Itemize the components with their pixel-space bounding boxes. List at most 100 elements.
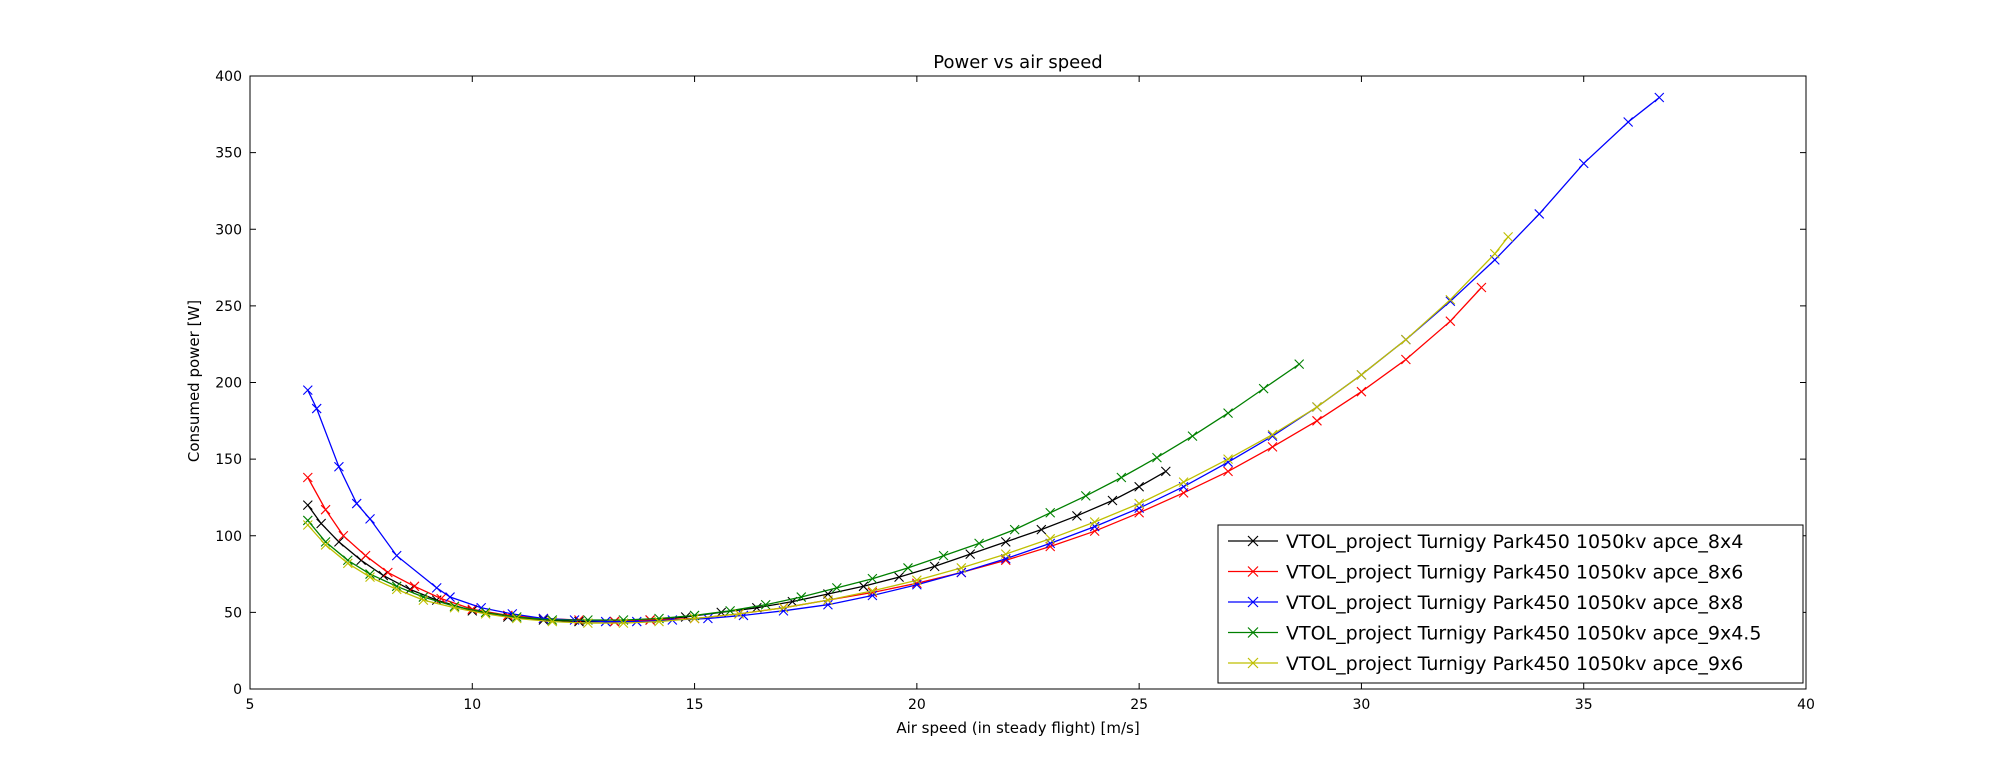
data-point [1045, 541, 1056, 552]
data-point [320, 536, 331, 547]
data-point [409, 581, 420, 592]
data-point [334, 536, 344, 547]
data-point [1160, 466, 1171, 477]
data-point [338, 530, 349, 541]
data-point [1312, 402, 1322, 412]
data-point [1080, 491, 1091, 501]
data-point [1503, 232, 1514, 242]
data-point [1000, 536, 1011, 547]
data-point [582, 618, 593, 628]
data-point [449, 601, 460, 612]
data-point [1036, 524, 1047, 535]
data-point [1045, 507, 1056, 518]
plot-area [302, 92, 1665, 628]
data-point [1356, 369, 1367, 380]
data-point [867, 587, 878, 598]
legend-box [1217, 524, 1804, 684]
data-point [1178, 477, 1189, 488]
data-point [778, 602, 789, 613]
data-point [1578, 158, 1589, 169]
y-tick-label: 300 [215, 222, 242, 238]
data-point [320, 540, 331, 550]
data-point [1401, 334, 1411, 345]
data-point [654, 616, 664, 627]
chart-title: Power vs air speed [933, 52, 1102, 73]
x-tick-label: 5 [246, 697, 255, 713]
data-point [903, 563, 913, 573]
y-tick-label: 400 [215, 69, 242, 85]
data-point [867, 573, 878, 584]
legend-marker [1247, 535, 1259, 547]
y-tick-label: 150 [215, 452, 242, 468]
data-point [302, 515, 313, 526]
data-point [689, 613, 700, 624]
legend-label: VTOL_project Turnigy Park450 1050kv apce… [1286, 653, 1743, 675]
data-point [302, 385, 313, 396]
data-point [1489, 248, 1500, 259]
legend-marker [1247, 627, 1259, 638]
data-point [1134, 498, 1145, 509]
data-point [1476, 282, 1487, 293]
data-point [956, 567, 967, 578]
data-point [391, 550, 402, 561]
data-point [1445, 294, 1456, 305]
data-point [320, 504, 331, 515]
x-tick-label: 25 [1130, 697, 1148, 713]
data-point [365, 572, 375, 583]
data-point [1312, 415, 1322, 426]
data-point [600, 616, 611, 627]
data-point [1267, 429, 1278, 440]
data-point [734, 609, 744, 619]
data-point [823, 595, 833, 606]
data-point [760, 599, 771, 610]
data-point [938, 550, 949, 561]
data-point [911, 578, 922, 589]
x-tick-label: 15 [686, 697, 704, 713]
data-point [431, 582, 442, 593]
y-axis-label: Consumed power [W] [185, 300, 203, 462]
data-point [311, 403, 322, 414]
data-point [1009, 524, 1020, 535]
data-point [974, 538, 984, 549]
data-point [1072, 510, 1082, 521]
data-point [1654, 92, 1665, 103]
data-point [511, 613, 522, 624]
series-4 [302, 359, 1305, 625]
data-point [511, 612, 522, 622]
data-point [1445, 296, 1456, 307]
y-tick-label: 50 [224, 605, 242, 621]
data-point [1116, 472, 1127, 483]
data-point [365, 569, 375, 579]
data-point [858, 581, 869, 592]
data-point [867, 590, 878, 601]
x-tick-label: 35 [1575, 697, 1593, 713]
data-point [831, 582, 842, 593]
y-tick-label: 350 [215, 146, 242, 162]
data-point [1152, 452, 1162, 463]
data-point [1223, 466, 1233, 477]
data-point [1258, 383, 1269, 394]
data-point [302, 472, 313, 483]
data-point [631, 616, 642, 627]
data-point [1223, 457, 1233, 468]
data-point [1223, 408, 1233, 419]
data-point [382, 567, 393, 578]
data-point [894, 572, 904, 583]
data-point [445, 592, 455, 602]
data-point [911, 575, 922, 586]
data-point [1000, 553, 1011, 564]
legend-entry: VTOL_project Turnigy Park450 1050kv apce… [1228, 562, 1743, 584]
data-point [342, 555, 353, 566]
legend-marker [1247, 566, 1259, 577]
x-tick-label: 20 [908, 697, 926, 713]
data-point [391, 581, 402, 592]
data-point [867, 586, 878, 596]
legend: VTOL_project Turnigy Park450 1050kv apce… [1217, 524, 1804, 684]
data-point [1401, 354, 1411, 365]
data-point [1294, 359, 1305, 369]
data-point [360, 550, 371, 561]
data-point [1623, 117, 1634, 127]
data-point [1187, 431, 1198, 442]
legend-marker [1247, 657, 1259, 669]
